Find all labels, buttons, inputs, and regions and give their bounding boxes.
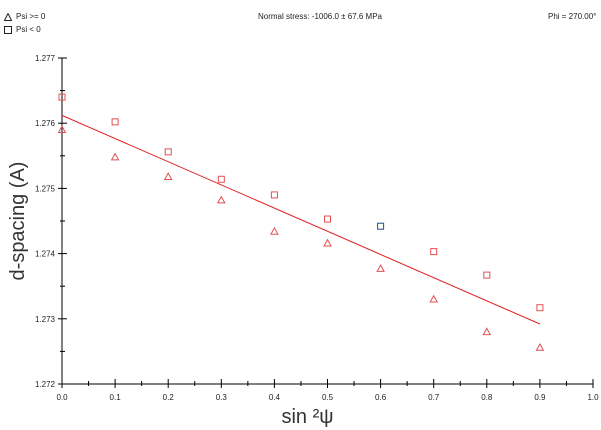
- x-tick-label: 0.5: [322, 393, 334, 402]
- legend-label: Psi >= 0: [16, 12, 46, 21]
- point-triangle: [323, 238, 332, 247]
- x-tick-label: 0.1: [110, 393, 122, 402]
- point-triangle: [482, 327, 492, 336]
- point-square: [430, 248, 438, 256]
- x-tick-label: 0.6: [375, 393, 387, 402]
- x-tick-label: 0.2: [163, 393, 175, 402]
- point-triangle: [376, 264, 385, 272]
- point-square: [483, 271, 491, 279]
- x-tick-label: 0.9: [534, 393, 546, 402]
- point-square: [111, 118, 119, 126]
- y-tick-label: 1.276: [35, 119, 56, 128]
- normal-stress-label: Normal stress: -1006.0 ± 67.6 MPa: [258, 12, 382, 21]
- point-triangle: [429, 294, 439, 303]
- y-tick-label: 1.277: [35, 54, 56, 63]
- point-square: [58, 93, 66, 101]
- triangle-icon: [4, 12, 12, 21]
- point-triangle: [110, 152, 120, 161]
- y-tick-label: 1.273: [35, 315, 56, 324]
- x-tick-label: 0.4: [269, 393, 281, 402]
- point-triangle: [535, 342, 545, 351]
- point-square: [377, 222, 385, 230]
- x-tick-label: 0.8: [481, 393, 493, 402]
- x-axis-label: sin ²ψ: [281, 406, 333, 428]
- point-triangle: [57, 125, 67, 134]
- point-square: [324, 215, 331, 223]
- x-tick-label: 0.7: [428, 393, 440, 402]
- fit-line: [61, 114, 541, 325]
- legend-item-psi-negative: Psi < 0: [4, 25, 41, 34]
- point-triangle: [270, 226, 279, 235]
- point-square: [164, 148, 172, 156]
- point-square: [270, 191, 278, 199]
- y-tick-label: 1.275: [35, 184, 56, 193]
- square-icon: [4, 25, 12, 34]
- point-square: [536, 304, 544, 312]
- legend-label: Psi < 0: [16, 25, 41, 34]
- x-tick-label: 1.0: [587, 393, 599, 402]
- point-triangle: [163, 172, 173, 180]
- y-tick-label: 1.272: [35, 380, 56, 389]
- phi-label: Phi = 270.00°: [548, 12, 597, 21]
- y-tick-label: 1.274: [35, 250, 56, 259]
- x-tick-label: 0.3: [216, 393, 228, 402]
- point-triangle: [216, 195, 226, 204]
- point-square: [217, 175, 225, 183]
- x-tick-label: 0.0: [56, 393, 68, 402]
- y-axis-label: d-spacing (A): [7, 162, 29, 281]
- legend-item-psi-positive: Psi >= 0: [4, 12, 45, 21]
